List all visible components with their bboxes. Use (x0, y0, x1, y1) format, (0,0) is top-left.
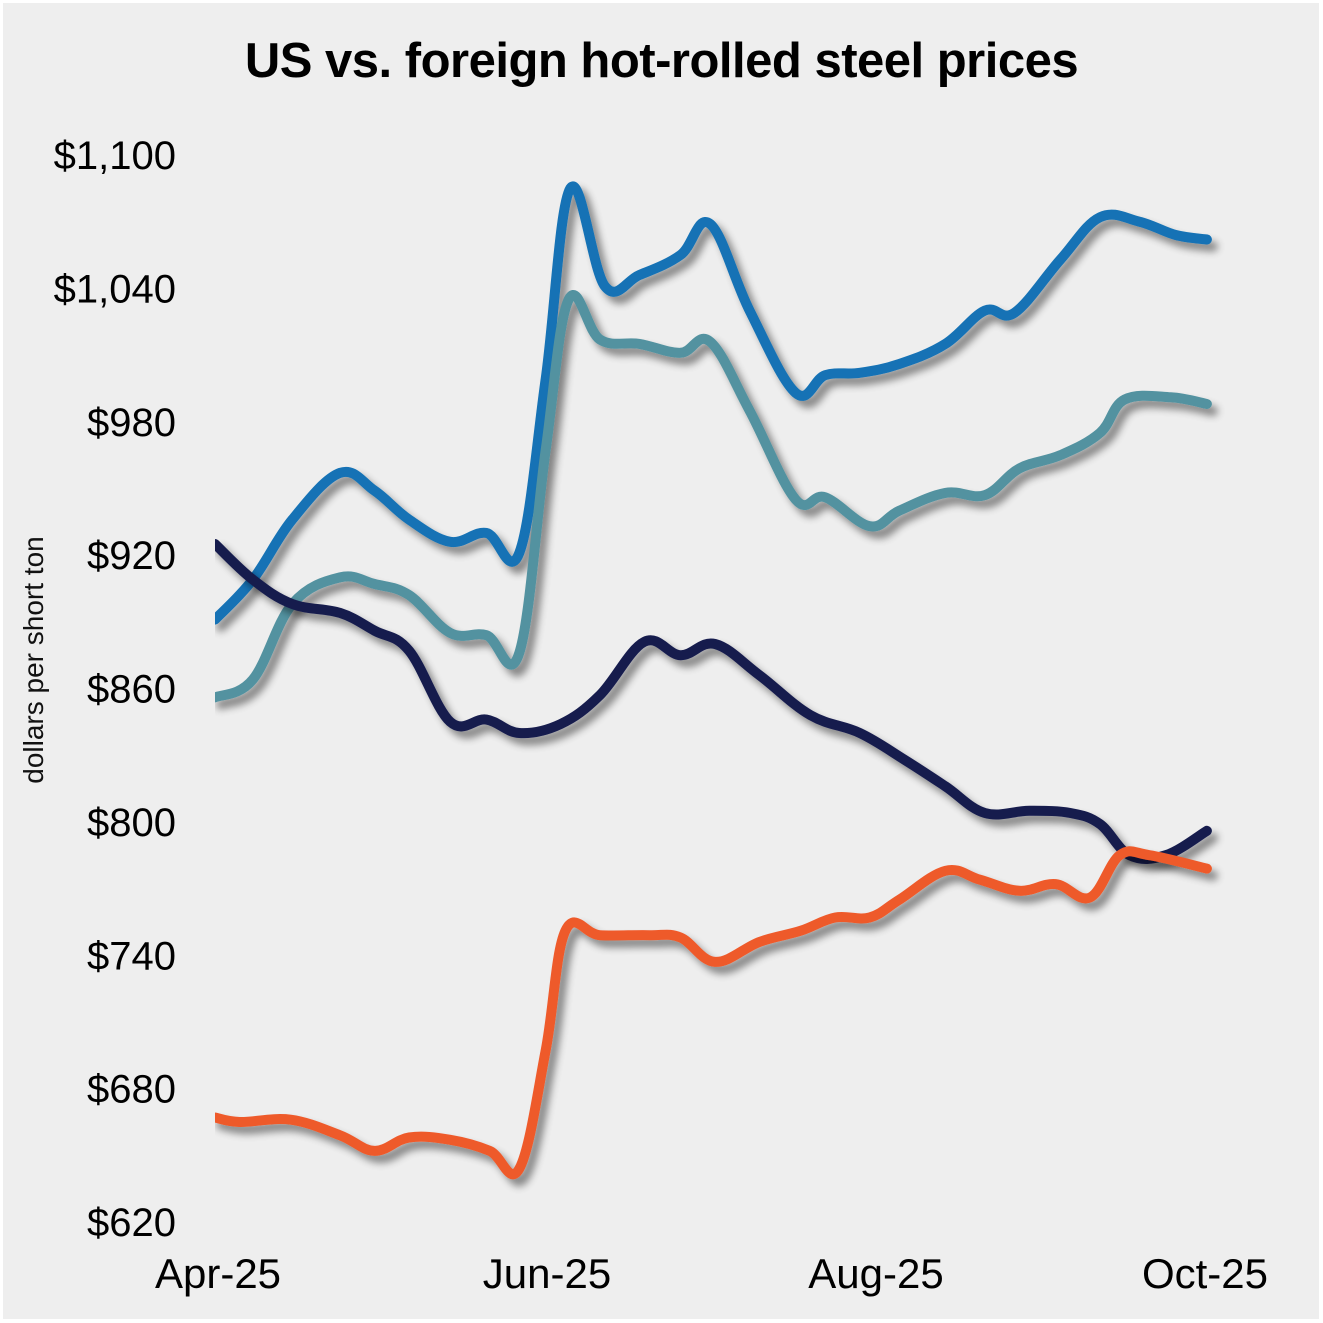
x-tick-label: Oct-25 (1142, 1250, 1268, 1297)
series-orange-line (215, 846, 1212, 1180)
y-tick-label: $740 (87, 934, 176, 978)
chart-title: US vs. foreign hot-rolled steel prices (244, 34, 1079, 88)
y-axis-ticks: $1,100 $1,040 $980 $920 $860 $800 $740 $680 $620 (54, 134, 176, 1245)
x-axis-ticks: Apr-25 Jun-25 Aug-25 Oct-25 (155, 1250, 1268, 1297)
x-tick-label: Aug-25 (808, 1250, 943, 1297)
y-tick-label: $920 (87, 534, 176, 578)
series-lines (215, 181, 1212, 1180)
series-blue-line (215, 181, 1212, 625)
y-tick-label: $800 (87, 801, 176, 845)
series-navy-line (215, 539, 1212, 864)
y-tick-label: $680 (87, 1068, 176, 1112)
y-tick-label: $1,040 (54, 267, 176, 311)
series-teal-line (215, 290, 1212, 703)
y-tick-label: $980 (87, 401, 176, 445)
y-tick-label: $860 (87, 668, 176, 712)
x-tick-label: Apr-25 (155, 1250, 281, 1297)
x-tick-label: Jun-25 (483, 1250, 611, 1297)
y-tick-label: $1,100 (54, 134, 176, 178)
y-tick-label: $620 (87, 1201, 176, 1245)
